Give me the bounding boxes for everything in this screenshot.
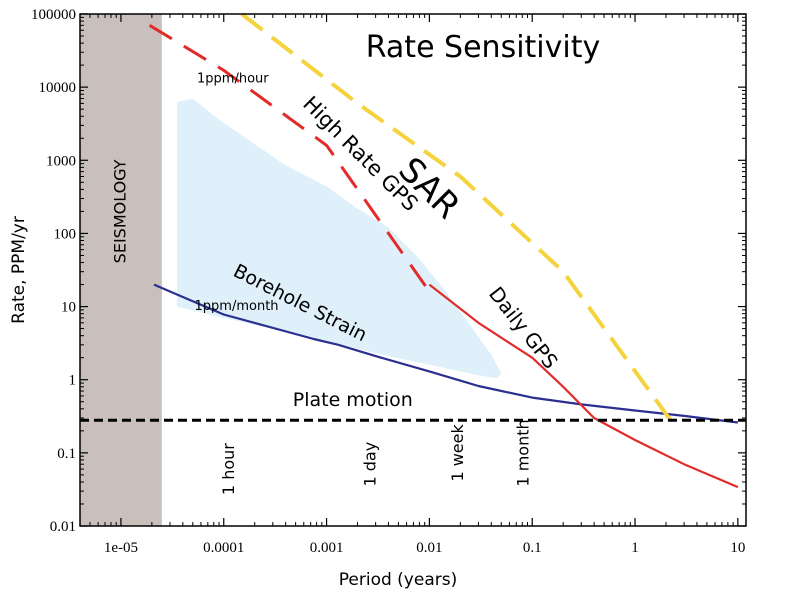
annotation-1-week: 1 week <box>448 423 467 481</box>
series-high-rate-gps-line <box>148 24 431 293</box>
annotation-1ppm-hour: 1ppm/hour <box>197 71 269 86</box>
annotation-seismology: SEISMOLOGY <box>110 159 129 263</box>
x-tick-label: 0.0001 <box>203 540 244 556</box>
y-tick-label: 10 <box>61 300 76 316</box>
annotation-1-day: 1 day <box>360 442 379 487</box>
y-tick-label: 0.1 <box>57 446 76 462</box>
y-tick-label: 100000 <box>31 7 76 23</box>
x-tick-label: 0.01 <box>416 540 442 556</box>
y-tick-label: 0.01 <box>50 519 76 535</box>
y-tick-label: 1 <box>69 373 77 389</box>
series-sar-line <box>240 12 678 429</box>
x-tick-label: 10 <box>730 540 745 556</box>
area-borehole-strain-envelope <box>176 98 502 379</box>
x-tick-label: 0.001 <box>310 540 344 556</box>
y-tick-label: 1000 <box>46 153 76 169</box>
annotation-1-hour: 1 hour <box>219 443 238 495</box>
annotation-daily-gps: Daily GPS <box>484 282 563 373</box>
x-tick-label: 1e-05 <box>104 540 138 556</box>
x-tick-label: 0.1 <box>523 540 542 556</box>
region-seismology <box>80 14 162 526</box>
x-tick-label: 1 <box>631 540 639 556</box>
y-tick-label: 100 <box>54 226 77 242</box>
x-axis-label: Period (years) <box>339 570 457 590</box>
chart-title: Rate Sensitivity <box>366 30 601 65</box>
series-borehole-strain-line <box>153 283 739 424</box>
annotation-plate-motion: Plate motion <box>293 389 413 411</box>
annotation-1ppm-month: 1ppm/month <box>195 299 279 314</box>
y-axis-label: Rate, PPM/yr <box>9 216 29 324</box>
annotation-sar: SAR <box>391 150 468 227</box>
annotation-1-month: 1 month <box>514 419 533 486</box>
y-tick-label: 10000 <box>39 80 77 96</box>
series-daily-gps-line <box>428 283 739 489</box>
